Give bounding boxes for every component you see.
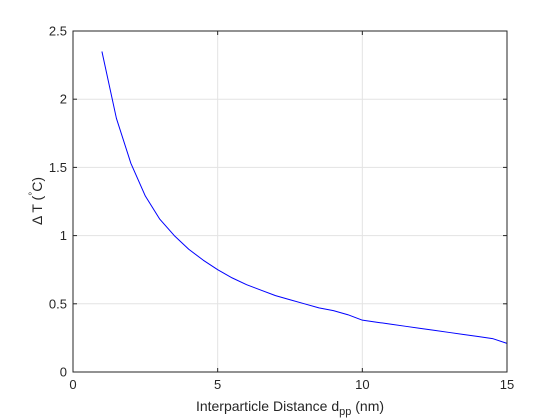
x-tick-label: 15 [500,377,514,392]
x-axis-label-subscript: pp [339,406,351,418]
y-axis-label-delta: Δ [29,216,45,225]
y-tick-label: 1 [60,228,67,243]
y-tick-label: 0.5 [49,296,67,311]
y-axis-label-unit: C) [29,177,45,192]
y-axis-label-degree: ° [28,192,39,196]
y-axis-label: Δ T (°C) [28,177,45,225]
tick-labels: 0 5 10 15 0 0.5 1 1.5 2 2.5 [49,24,514,393]
x-axis-label-main: Interparticle Distance d [196,398,339,414]
y-tick-label: 1.5 [49,160,67,175]
x-tick-label: 0 [69,377,76,392]
y-axis-label-main: T ( [29,195,45,212]
y-tick-label: 0 [60,365,67,380]
y-tick-label: 2.5 [49,24,67,39]
plot-area-frame [72,30,508,373]
x-tick-label: 5 [214,377,221,392]
grid-lines [73,31,507,372]
y-tick-label: 2 [60,92,67,107]
series-layer [101,51,508,344]
series-line [101,51,508,344]
x-tick-label: 10 [355,377,369,392]
x-axis-label-unit: (nm) [351,398,384,414]
x-axis-label: Interparticle Distance dpp (nm) [196,398,384,418]
tick-marks [72,30,508,373]
